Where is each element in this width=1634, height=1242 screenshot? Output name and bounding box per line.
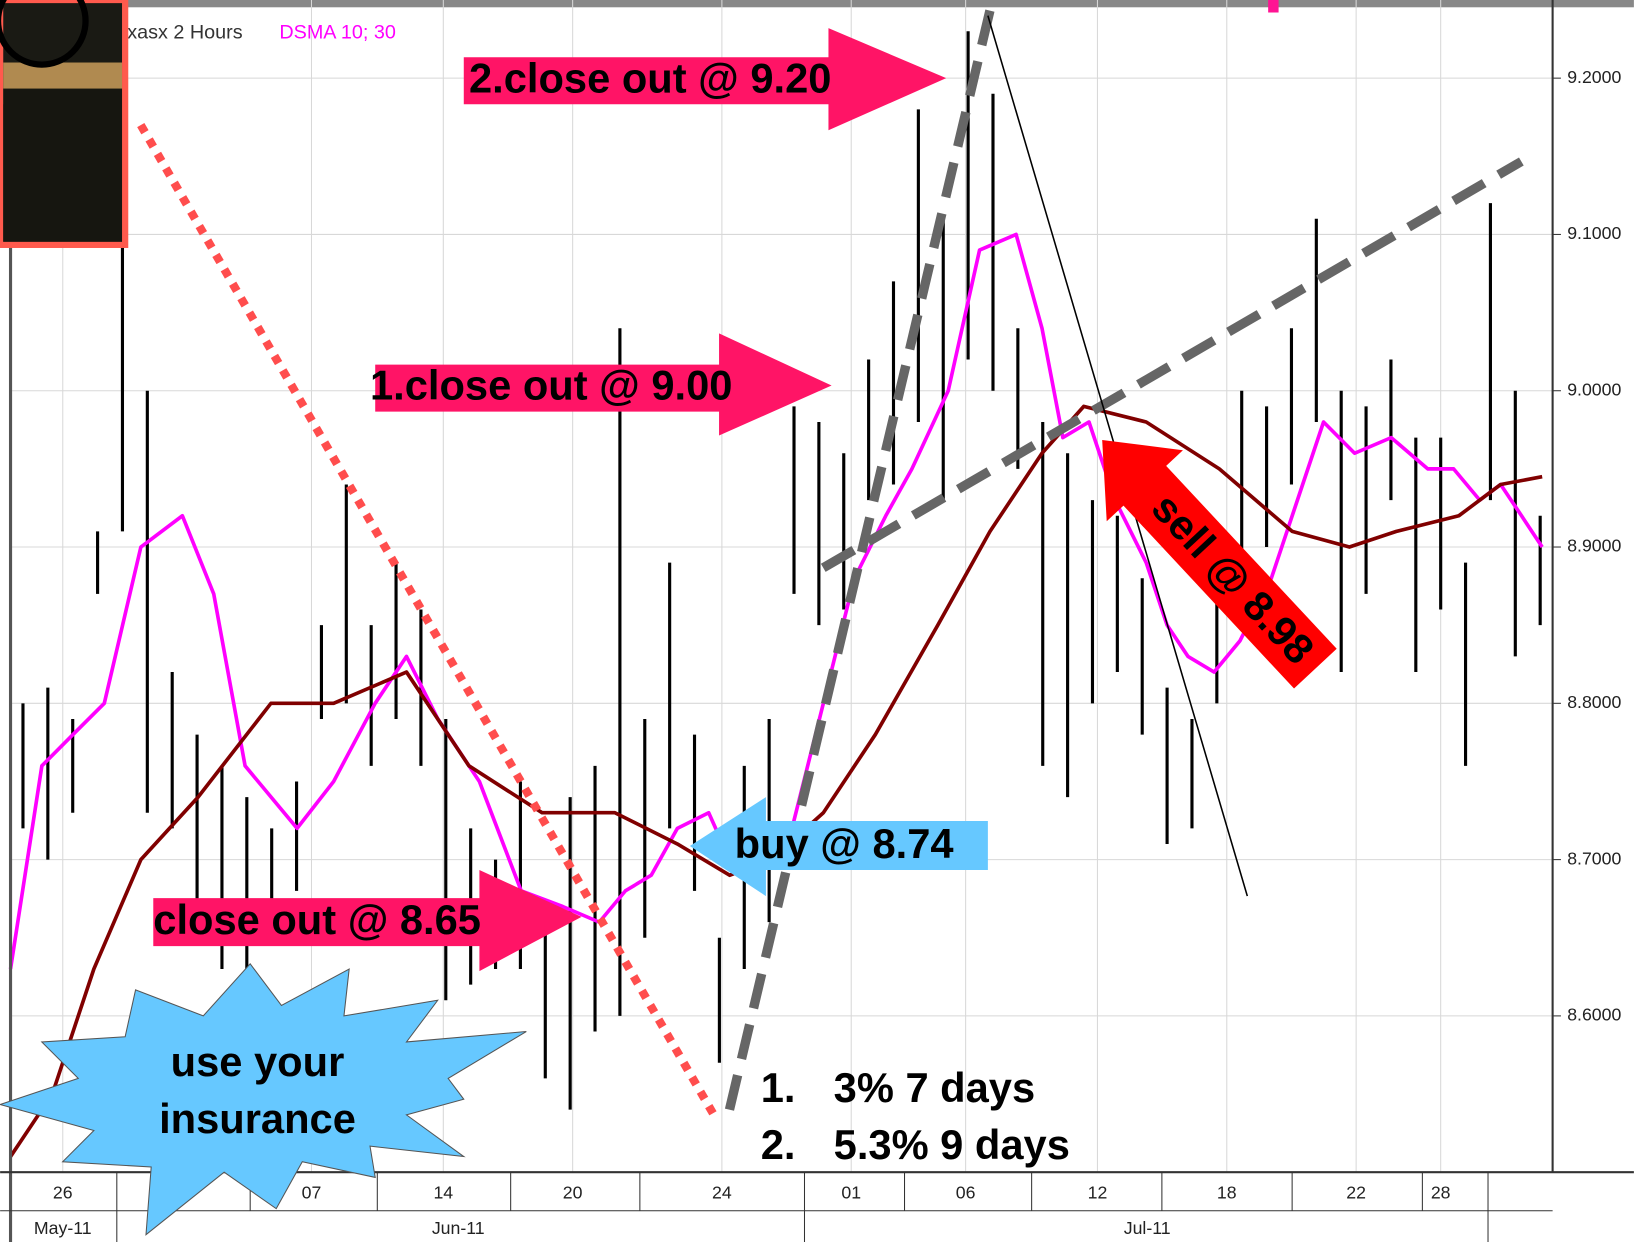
x-tick-label: 07	[302, 1183, 322, 1203]
x-tick-label: 28	[1431, 1183, 1451, 1203]
y-tick-label: 9.1000	[1567, 223, 1621, 243]
uptrend-line	[724, 9, 995, 1111]
y-tick-label: 8.8000	[1567, 692, 1621, 712]
note-number: 2.	[761, 1121, 796, 1168]
x-tick-label: 14	[433, 1183, 453, 1203]
y-tick-label: 8.7000	[1567, 848, 1621, 868]
x-tick-label: 26	[53, 1183, 73, 1203]
y-tick-label: 9.0000	[1567, 379, 1621, 399]
x-tick-label: 01	[841, 1183, 861, 1203]
axis-dividers	[116, 1172, 1489, 1242]
callout: insurance	[159, 1095, 356, 1142]
arrow	[463, 28, 947, 131]
starburst	[0, 962, 527, 1236]
y-tick-label: 8.6000	[1567, 1005, 1621, 1025]
note: 3% 7 days	[834, 1064, 1035, 1111]
x-tick-label: 12	[1088, 1183, 1108, 1203]
top-bar	[0, 0, 1634, 8]
annotation: buy @ 8.74	[735, 820, 954, 867]
arrow	[153, 870, 582, 972]
x-tick-label: 18	[1217, 1183, 1237, 1203]
x-tick-label: 24	[712, 1183, 732, 1203]
annotation: 1.close out @ 9.00	[370, 362, 732, 409]
note-number: 1.	[761, 1064, 796, 1111]
x-tick-label: 20	[563, 1183, 583, 1203]
x-tick-label: 06	[956, 1183, 976, 1203]
axis-labels: 8.6000 8.7000 8.8000 8.9000 9.0000 9.1000 9.20…	[34, 67, 1622, 1238]
channel-line	[820, 157, 1524, 572]
annotation: 2.close out @ 9.20	[469, 54, 831, 101]
month-label: May-11	[34, 1218, 92, 1238]
y-tick-label: 8.9000	[1567, 536, 1621, 556]
month-label: Jun-11	[432, 1218, 485, 1238]
annotation: close out @ 8.65	[153, 896, 481, 943]
marker	[1268, 0, 1279, 13]
y-tick-label: 9.2000	[1567, 67, 1621, 87]
chart-subtitle: DSMA 10; 30	[279, 22, 396, 44]
downtrend-line	[137, 122, 718, 1117]
chart-title: xasx 2 Hours	[127, 22, 243, 44]
note: 5.3% 9 days	[834, 1121, 1070, 1168]
month-label: Jul-11	[1124, 1218, 1171, 1238]
thumbnail	[0, 0, 129, 248]
arrow	[375, 333, 832, 436]
x-tick-label: 22	[1346, 1183, 1366, 1203]
arrow	[689, 797, 988, 897]
callout: use your	[171, 1038, 345, 1085]
